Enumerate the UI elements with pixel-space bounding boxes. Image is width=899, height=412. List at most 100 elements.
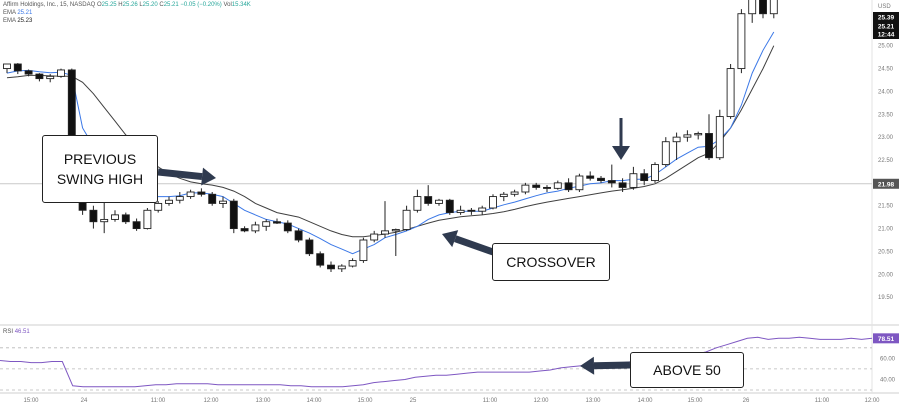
candle bbox=[413, 189, 422, 213]
crossover-arrow-head bbox=[442, 230, 459, 248]
candle bbox=[672, 132, 681, 160]
candle-body bbox=[359, 239, 368, 262]
candle-body bbox=[694, 133, 703, 136]
candle bbox=[499, 192, 508, 202]
candle-body bbox=[456, 209, 465, 214]
price-tick-label: 20.00 bbox=[878, 272, 894, 278]
change-value: −0.05 (−0.20%) bbox=[180, 2, 222, 8]
time-tick-label: 25 bbox=[410, 398, 417, 404]
candle-body bbox=[769, 0, 778, 15]
candle-body bbox=[251, 224, 260, 232]
candle bbox=[424, 185, 433, 206]
candle bbox=[219, 196, 227, 208]
last-price-badge-bg bbox=[873, 12, 899, 22]
price-tick-label: 20.50 bbox=[878, 249, 894, 255]
candle bbox=[175, 192, 184, 204]
candle-body bbox=[618, 182, 627, 188]
candle bbox=[294, 228, 303, 243]
candle-body bbox=[640, 173, 649, 182]
candle-body bbox=[46, 75, 55, 80]
rsi-tick-label: 60.00 bbox=[880, 356, 896, 362]
candle bbox=[132, 218, 141, 231]
candle bbox=[305, 237, 314, 256]
price-tick-label: 23.00 bbox=[878, 135, 894, 141]
candle bbox=[100, 198, 109, 234]
ema-slow-label: EMA bbox=[3, 18, 16, 24]
candle-body bbox=[89, 209, 98, 223]
candle-body bbox=[683, 134, 692, 138]
candle-body bbox=[240, 228, 249, 232]
candle bbox=[683, 130, 692, 142]
above-50-arrow-shaft bbox=[593, 361, 631, 370]
last-price-badge: 25.39 bbox=[878, 15, 895, 22]
candle-body bbox=[348, 260, 357, 267]
candle-body bbox=[521, 184, 530, 193]
symbol-title: Affirm Holdings, Inc., 15, NASDAQ bbox=[3, 2, 96, 8]
candle-body bbox=[705, 133, 713, 159]
high-value: 25.26 bbox=[122, 2, 138, 8]
candle-body bbox=[661, 141, 670, 166]
candle-body bbox=[154, 202, 163, 211]
candle bbox=[262, 219, 271, 231]
candle-body bbox=[197, 191, 206, 195]
candle bbox=[737, 9, 746, 74]
rsi-value-badge: 78.51 bbox=[878, 336, 895, 343]
candle-body bbox=[294, 230, 303, 241]
callout-above-50: ABOVE 50 bbox=[630, 352, 744, 388]
candle bbox=[273, 218, 281, 224]
price-tick-label: 21.00 bbox=[878, 227, 894, 233]
candle bbox=[197, 188, 206, 197]
candle bbox=[715, 109, 724, 160]
candle-body bbox=[283, 222, 292, 232]
candle-body bbox=[57, 69, 65, 77]
candle bbox=[240, 226, 249, 233]
candle-body bbox=[607, 180, 616, 184]
open-label: O bbox=[96, 2, 102, 8]
candle bbox=[445, 198, 454, 215]
ema-fast-label: EMA bbox=[3, 10, 16, 16]
candle-body bbox=[510, 191, 519, 195]
candle bbox=[370, 230, 379, 243]
time-tick-label: 15:00 bbox=[357, 398, 373, 404]
time-tick-label: 12:00 bbox=[203, 398, 219, 404]
time-tick-label: 12:00 bbox=[864, 398, 880, 404]
candle bbox=[478, 205, 487, 215]
price-tick-label: 23.50 bbox=[878, 112, 894, 118]
volume-label: Vol bbox=[223, 2, 232, 8]
crossover-arrow-shaft bbox=[454, 235, 495, 256]
candle bbox=[543, 185, 551, 192]
close-price-badge: 25.21 bbox=[878, 24, 895, 31]
candle-body bbox=[402, 209, 411, 230]
candle-body bbox=[715, 116, 724, 159]
candle bbox=[705, 114, 713, 160]
candle bbox=[391, 228, 400, 256]
candle-body bbox=[435, 199, 443, 204]
close-label: C bbox=[159, 2, 164, 8]
swing-high-arrow-shaft bbox=[157, 168, 203, 181]
crosshair-price-badge-bg bbox=[873, 178, 899, 189]
candle bbox=[111, 210, 119, 222]
crossover-arrow bbox=[442, 230, 495, 256]
candle-body bbox=[726, 68, 735, 118]
candle bbox=[564, 178, 573, 192]
candle bbox=[726, 64, 735, 119]
candle-body bbox=[467, 209, 476, 212]
candle-body bbox=[24, 70, 33, 75]
candle-body bbox=[748, 0, 757, 15]
candle-body bbox=[413, 196, 422, 211]
candle-body bbox=[165, 199, 173, 204]
candle bbox=[3, 63, 11, 74]
candle bbox=[661, 137, 670, 167]
rsi-legend: RSI 46.51 bbox=[3, 329, 30, 335]
candle bbox=[521, 182, 530, 195]
candle-body bbox=[219, 200, 227, 204]
rsi-line bbox=[0, 336, 873, 388]
candle bbox=[57, 68, 65, 78]
candle-body bbox=[229, 200, 238, 230]
candle-body bbox=[121, 214, 130, 223]
candle bbox=[694, 131, 703, 140]
time-tick-label: 13:00 bbox=[585, 398, 601, 404]
candle bbox=[208, 192, 217, 206]
candle bbox=[327, 261, 335, 272]
